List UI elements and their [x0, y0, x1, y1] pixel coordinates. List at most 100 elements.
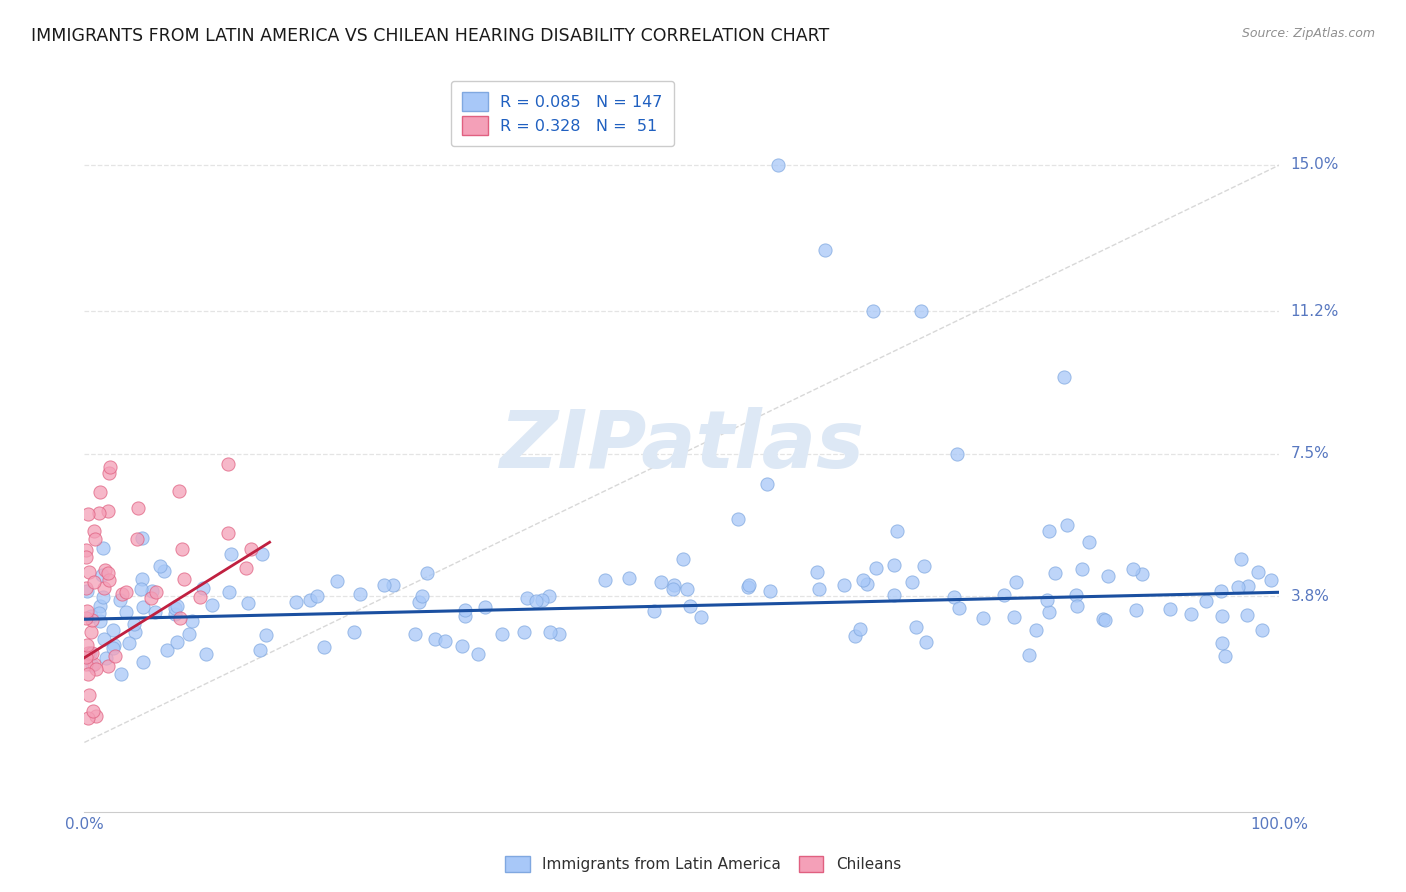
Point	[98, 459, 121, 474]
Point	[1056, 518, 1078, 533]
Point	[467, 648, 489, 662]
Point	[905, 619, 928, 633]
Point	[513, 625, 536, 640]
Point	[474, 600, 496, 615]
Point	[832, 578, 855, 592]
Point	[166, 599, 188, 613]
Point	[143, 605, 166, 619]
Point	[172, 542, 194, 557]
Point	[111, 587, 134, 601]
Point	[89, 599, 111, 613]
Point	[516, 591, 538, 606]
Text: 15.0%: 15.0%	[1291, 158, 1339, 172]
Point	[727, 512, 749, 526]
Point	[524, 594, 547, 608]
Point	[1195, 594, 1218, 608]
Point	[177, 627, 200, 641]
Point	[87, 606, 110, 620]
Legend: R = 0.085   N = 147, R = 0.328   N =  51: R = 0.085 N = 147, R = 0.328 N = 51	[451, 81, 673, 145]
Point	[79, 565, 101, 579]
Point	[759, 584, 782, 599]
Point	[948, 601, 970, 615]
Point	[814, 243, 837, 257]
Point	[165, 601, 187, 615]
Point	[454, 603, 477, 617]
Point	[865, 560, 887, 574]
Point	[538, 625, 561, 640]
Point	[738, 578, 761, 592]
Point	[343, 625, 366, 640]
Point	[86, 708, 108, 723]
Point	[404, 627, 426, 641]
Point	[218, 585, 240, 599]
Point	[221, 547, 243, 561]
Point	[662, 582, 685, 597]
Point	[1097, 569, 1119, 583]
Point	[1260, 573, 1282, 587]
Point	[104, 648, 127, 663]
Point	[167, 484, 190, 499]
Point	[80, 657, 103, 672]
Point	[75, 611, 97, 625]
Point	[1125, 603, 1147, 617]
Point	[169, 611, 191, 625]
Point	[75, 581, 97, 595]
Point	[1180, 607, 1202, 621]
Point	[122, 617, 145, 632]
Point	[946, 447, 969, 461]
Point	[1066, 599, 1088, 614]
Legend: Immigrants from Latin America, Chileans: Immigrants from Latin America, Chileans	[498, 848, 908, 880]
Point	[643, 604, 665, 618]
Point	[1036, 593, 1059, 607]
Point	[80, 646, 103, 660]
Point	[91, 541, 114, 555]
Point	[1043, 566, 1066, 581]
Point	[217, 457, 239, 471]
Point	[766, 158, 789, 172]
Point	[1213, 648, 1236, 663]
Point	[108, 593, 131, 607]
Point	[844, 629, 866, 643]
Point	[165, 607, 187, 622]
Point	[89, 506, 111, 520]
Point	[806, 565, 828, 579]
Point	[141, 591, 163, 605]
Point	[910, 304, 932, 318]
Point	[188, 590, 211, 604]
Point	[299, 593, 322, 607]
Point	[617, 572, 640, 586]
Point	[1236, 607, 1258, 622]
Point	[75, 543, 97, 558]
Point	[808, 582, 831, 597]
Point	[381, 578, 404, 592]
Point	[82, 704, 104, 718]
Point	[305, 590, 328, 604]
Point	[912, 558, 935, 573]
Point	[538, 589, 561, 603]
Point	[97, 504, 120, 518]
Point	[433, 634, 456, 648]
Point	[679, 599, 702, 613]
Point	[1130, 567, 1153, 582]
Point	[80, 613, 103, 627]
Point	[217, 526, 239, 541]
Text: 3.8%: 3.8%	[1291, 589, 1330, 604]
Point	[97, 574, 120, 588]
Point	[915, 634, 938, 648]
Point	[117, 636, 139, 650]
Point	[156, 642, 179, 657]
Point	[77, 507, 100, 521]
Point	[1005, 574, 1028, 589]
Point	[737, 580, 759, 594]
Point	[79, 688, 101, 702]
Point	[942, 590, 965, 604]
Point	[115, 585, 138, 599]
Point	[75, 649, 97, 664]
Point	[76, 584, 98, 599]
Point	[1159, 602, 1181, 616]
Point	[194, 647, 217, 661]
Point	[149, 559, 172, 574]
Point	[76, 667, 98, 681]
Point	[131, 572, 153, 586]
Point	[548, 626, 571, 640]
